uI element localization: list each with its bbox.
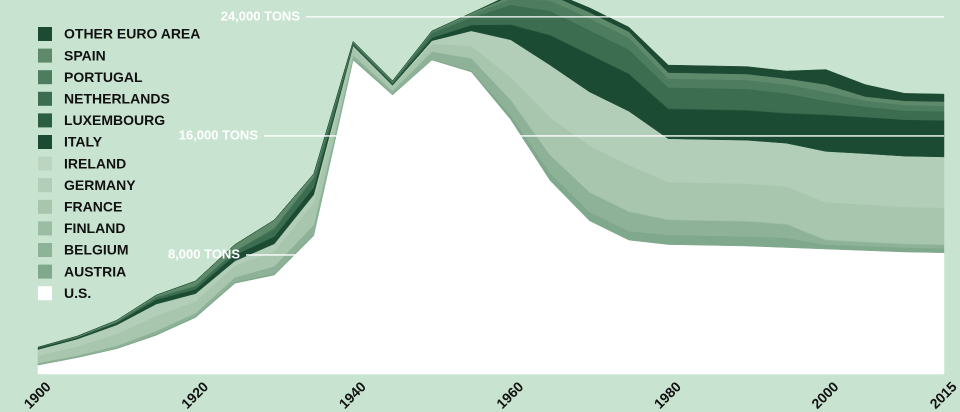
legend-label: AUSTRIA (64, 263, 126, 279)
legend-swatch (38, 48, 52, 63)
x-tick-label: 1900 (20, 378, 53, 411)
legend-label: U.S. (64, 285, 91, 301)
area (37, 0, 945, 348)
y-tick-label: 24,000 TONS (221, 8, 301, 23)
x-tick-label: 2000 (808, 378, 841, 411)
legend-label: OTHER EURO AREA (64, 26, 200, 42)
y-tick-label: 8,000 TONS (168, 246, 240, 261)
legend-label: NETHERLANDS (64, 91, 170, 107)
legend-swatch (38, 156, 52, 171)
legend-label: BELGIUM (64, 242, 129, 258)
legend-swatch (38, 243, 52, 257)
x-tick-label: 1940 (336, 378, 369, 411)
legend-swatch (38, 135, 52, 149)
x-tick-label: 1920 (178, 378, 211, 411)
legend-label: IRELAND (64, 155, 126, 171)
legend-swatch (38, 264, 52, 279)
legend-label: LUXEMBOURG (64, 112, 165, 128)
x-tick-label: 2015 (926, 378, 959, 411)
legend-label: SPAIN (64, 47, 106, 63)
legend-swatch (38, 27, 52, 41)
legend-label: FINLAND (64, 220, 125, 236)
legend-label: GERMANY (64, 177, 136, 193)
legend-label: PORTUGAL (64, 69, 143, 85)
legend-swatch (38, 70, 52, 85)
legend-swatch (38, 286, 52, 301)
x-tick-label: 1960 (493, 378, 526, 411)
x-tick-label: 1980 (651, 378, 684, 411)
legend-swatch (38, 221, 52, 236)
legend-label: FRANCE (64, 199, 122, 215)
legend-swatch (38, 178, 52, 193)
legend-swatch (38, 199, 52, 214)
legend-swatch (38, 113, 52, 128)
legend-swatch (38, 91, 52, 106)
legend-label: ITALY (64, 134, 103, 150)
y-tick-label: 16,000 TONS (179, 127, 259, 142)
